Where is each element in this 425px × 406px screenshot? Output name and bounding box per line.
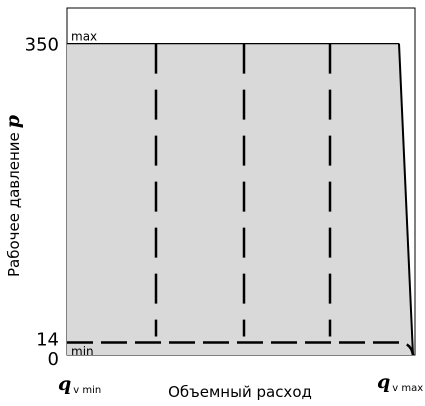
x-tick-subscript: v max <box>392 383 423 394</box>
max-label: max <box>71 30 97 44</box>
y-tick-label: 0 <box>48 349 59 370</box>
cutoff-line <box>398 43 414 356</box>
x-axis-title: Объемный расход <box>168 383 312 401</box>
y-axis-symbol: p <box>2 114 24 128</box>
x-tick-symbol: q <box>58 373 71 395</box>
y-axis-title: Рабочее давление p <box>2 114 24 277</box>
min-label: min <box>71 345 94 359</box>
min-pressure-line <box>67 341 415 356</box>
x-tick-subscript: v min <box>73 385 101 396</box>
y-axis-title-text: Рабочее давление <box>5 132 23 277</box>
operating-region <box>67 43 413 355</box>
y-tick-label: 350 <box>25 35 59 56</box>
y-tick-label: 14 <box>36 330 59 351</box>
x-tick-symbol: q <box>377 371 390 393</box>
